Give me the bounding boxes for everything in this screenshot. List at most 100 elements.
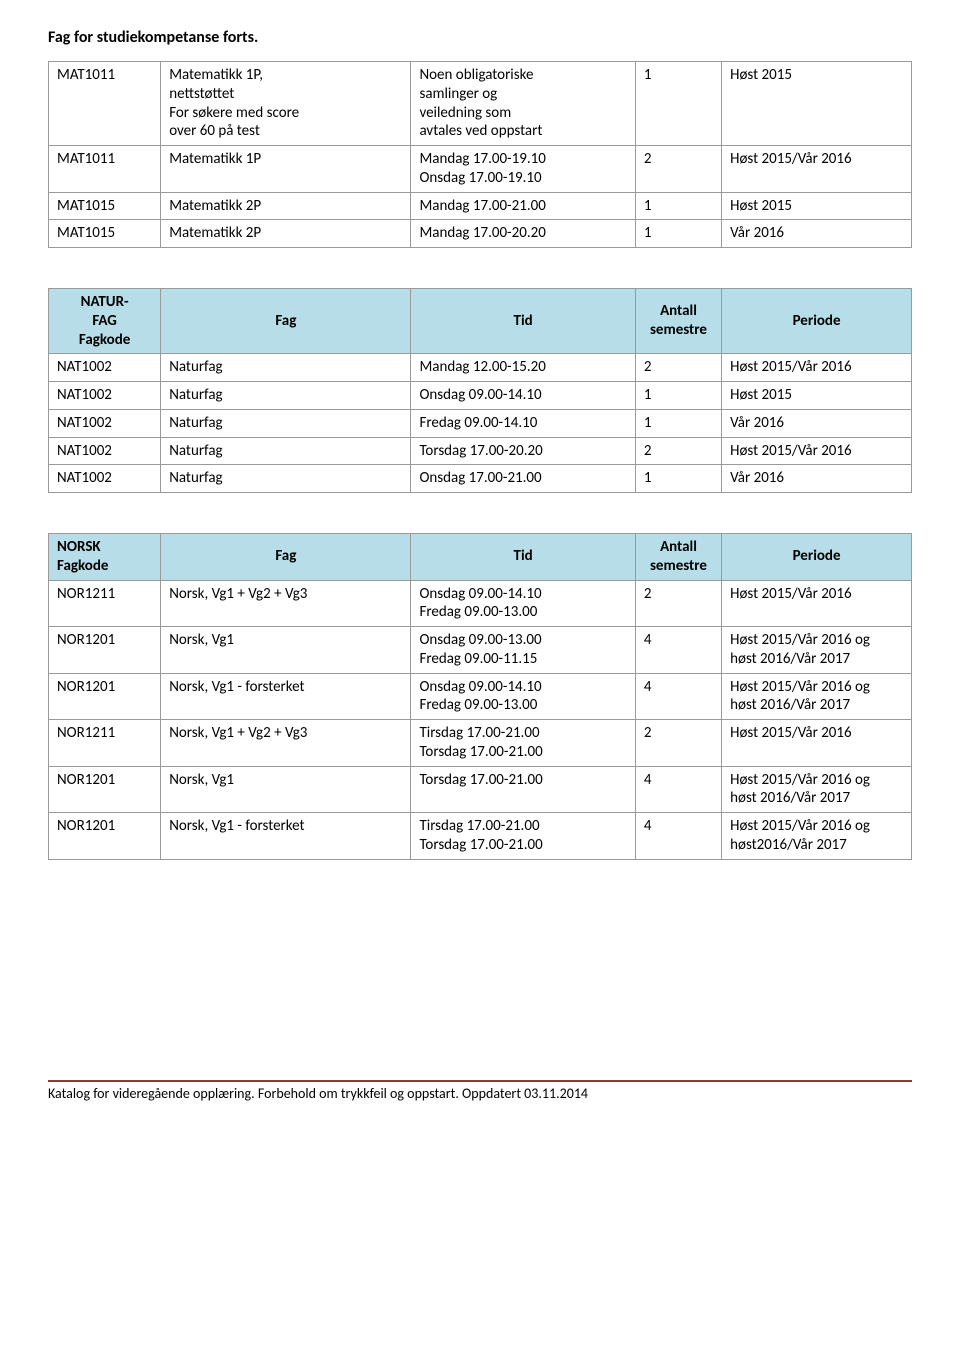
cell-fag: Norsk, Vg1 xyxy=(161,627,411,674)
cell-code: NOR1201 xyxy=(49,813,161,860)
cell-fag: Naturfag xyxy=(161,437,411,465)
cell-per: Høst 2015/Vår 2016 oghøst 2016/Vår 2017 xyxy=(722,673,912,720)
cell-sem: 1 xyxy=(635,409,721,437)
cell-code: MAT1015 xyxy=(49,192,161,220)
cell-tid: Noen obligatoriskesamlinger ogveiledning… xyxy=(411,62,635,146)
cell-code: NAT1002 xyxy=(49,437,161,465)
mat-table: MAT1011Matematikk 1P,nettstøttetFor søke… xyxy=(48,61,912,248)
col-header-sem: Antallsemestre xyxy=(635,534,721,581)
cell-tid: Mandag 17.00-20.20 xyxy=(411,220,635,248)
cell-per: Vår 2016 xyxy=(722,409,912,437)
cell-tid: Tirsdag 17.00-21.00Torsdag 17.00-21.00 xyxy=(411,720,635,767)
cell-fag: Matematikk 1P xyxy=(161,146,411,193)
cell-sem: 1 xyxy=(635,382,721,410)
cell-code: NOR1201 xyxy=(49,673,161,720)
cell-fag: Naturfag xyxy=(161,382,411,410)
cell-sem: 2 xyxy=(635,580,721,627)
cell-code: NAT1002 xyxy=(49,465,161,493)
natur-table: NATUR-FAGFagkode Fag Tid Antallsemestre … xyxy=(48,288,912,493)
cell-fag: Matematikk 2P xyxy=(161,192,411,220)
cell-fag: Norsk, Vg1 - forsterket xyxy=(161,813,411,860)
cell-code: MAT1015 xyxy=(49,220,161,248)
cell-sem: 4 xyxy=(635,673,721,720)
cell-code: NOR1201 xyxy=(49,766,161,813)
cell-tid: Onsdag 09.00-13.00Fredag 09.00-11.15 xyxy=(411,627,635,674)
cell-tid: Onsdag 09.00-14.10 xyxy=(411,382,635,410)
cell-fag: Norsk, Vg1 xyxy=(161,766,411,813)
cell-code: NOR1211 xyxy=(49,720,161,767)
table-row: NOR1201Norsk, Vg1 - forsterketOnsdag 09.… xyxy=(49,673,912,720)
cell-code: NOR1211 xyxy=(49,580,161,627)
cell-tid: Mandag 12.00-15.20 xyxy=(411,354,635,382)
norsk-table: NORSKFagkode Fag Tid Antallsemestre Peri… xyxy=(48,533,912,860)
cell-per: Høst 2015 xyxy=(722,192,912,220)
cell-tid: Torsdag 17.00-21.00 xyxy=(411,766,635,813)
cell-sem: 2 xyxy=(635,437,721,465)
col-header-fag: Fag xyxy=(161,289,411,354)
cell-sem: 4 xyxy=(635,627,721,674)
page-title: Fag for studiekompetanse forts. xyxy=(48,28,912,47)
footer-text: Katalog for videregående opplæring. Forb… xyxy=(48,1085,912,1102)
table-row: NAT1002NaturfagOnsdag 09.00-14.101Høst 2… xyxy=(49,382,912,410)
cell-code: NAT1002 xyxy=(49,354,161,382)
cell-per: Vår 2016 xyxy=(722,220,912,248)
cell-tid: Fredag 09.00-14.10 xyxy=(411,409,635,437)
footer-rule xyxy=(48,1080,912,1082)
cell-fag: Norsk, Vg1 + Vg2 + Vg3 xyxy=(161,580,411,627)
cell-code: MAT1011 xyxy=(49,62,161,146)
cell-fag: Norsk, Vg1 - forsterket xyxy=(161,673,411,720)
col-header-fag: Fag xyxy=(161,534,411,581)
cell-sem: 4 xyxy=(635,813,721,860)
cell-per: Høst 2015 xyxy=(722,62,912,146)
table-row: MAT1015Matematikk 2PMandag 17.00-21.001H… xyxy=(49,192,912,220)
cell-per: Høst 2015/Vår 2016 xyxy=(722,354,912,382)
cell-code: NAT1002 xyxy=(49,382,161,410)
table-row: NOR1211Norsk, Vg1 + Vg2 + Vg3Tirsdag 17.… xyxy=(49,720,912,767)
cell-code: NAT1002 xyxy=(49,409,161,437)
table-row: NOR1201Norsk, Vg1 - forsterketTirsdag 17… xyxy=(49,813,912,860)
cell-per: Høst 2015/Vår 2016 oghøst 2016/Vår 2017 xyxy=(722,627,912,674)
table-row: NAT1002NaturfagTorsdag 17.00-20.202Høst … xyxy=(49,437,912,465)
col-header-code: NORSKFagkode xyxy=(49,534,161,581)
cell-tid: Onsdag 17.00-21.00 xyxy=(411,465,635,493)
cell-fag: Naturfag xyxy=(161,354,411,382)
cell-per: Høst 2015/Vår 2016 xyxy=(722,437,912,465)
cell-fag: Naturfag xyxy=(161,465,411,493)
table-row: NAT1002NaturfagOnsdag 17.00-21.001Vår 20… xyxy=(49,465,912,493)
table-row: MAT1011Matematikk 1PMandag 17.00-19.10On… xyxy=(49,146,912,193)
cell-code: MAT1011 xyxy=(49,146,161,193)
cell-code: NOR1201 xyxy=(49,627,161,674)
cell-sem: 2 xyxy=(635,354,721,382)
cell-sem: 2 xyxy=(635,720,721,767)
table-row: NOR1201Norsk, Vg1Torsdag 17.00-21.004Høs… xyxy=(49,766,912,813)
cell-sem: 1 xyxy=(635,62,721,146)
cell-fag: Norsk, Vg1 + Vg2 + Vg3 xyxy=(161,720,411,767)
table-row: NOR1211Norsk, Vg1 + Vg2 + Vg3Onsdag 09.0… xyxy=(49,580,912,627)
cell-sem: 2 xyxy=(635,146,721,193)
cell-per: Høst 2015/Vår 2016 xyxy=(722,580,912,627)
cell-per: Høst 2015/Vår 2016 oghøst 2016/Vår 2017 xyxy=(722,766,912,813)
table-row: NAT1002NaturfagFredag 09.00-14.101Vår 20… xyxy=(49,409,912,437)
col-header-per: Periode xyxy=(722,534,912,581)
cell-tid: Onsdag 09.00-14.10Fredag 09.00-13.00 xyxy=(411,673,635,720)
col-header-tid: Tid xyxy=(411,534,635,581)
cell-per: Høst 2015/Vår 2016 xyxy=(722,146,912,193)
col-header-tid: Tid xyxy=(411,289,635,354)
cell-fag: Matematikk 1P,nettstøttetFor søkere med … xyxy=(161,62,411,146)
cell-sem: 1 xyxy=(635,192,721,220)
cell-fag: Matematikk 2P xyxy=(161,220,411,248)
table-row: MAT1015Matematikk 2PMandag 17.00-20.201V… xyxy=(49,220,912,248)
cell-sem: 1 xyxy=(635,220,721,248)
cell-per: Høst 2015 xyxy=(722,382,912,410)
cell-per: Høst 2015/Vår 2016 oghøst2016/Vår 2017 xyxy=(722,813,912,860)
natur-tbody: NAT1002NaturfagMandag 12.00-15.202Høst 2… xyxy=(49,354,912,493)
table-row: NOR1201Norsk, Vg1Onsdag 09.00-13.00Freda… xyxy=(49,627,912,674)
cell-tid: Torsdag 17.00-20.20 xyxy=(411,437,635,465)
norsk-tbody: NOR1211Norsk, Vg1 + Vg2 + Vg3Onsdag 09.0… xyxy=(49,580,912,859)
cell-tid: Mandag 17.00-19.10Onsdag 17.00-19.10 xyxy=(411,146,635,193)
col-header-sem: Antallsemestre xyxy=(635,289,721,354)
cell-tid: Mandag 17.00-21.00 xyxy=(411,192,635,220)
col-header-per: Periode xyxy=(722,289,912,354)
table-row: MAT1011Matematikk 1P,nettstøttetFor søke… xyxy=(49,62,912,146)
cell-per: Høst 2015/Vår 2016 xyxy=(722,720,912,767)
